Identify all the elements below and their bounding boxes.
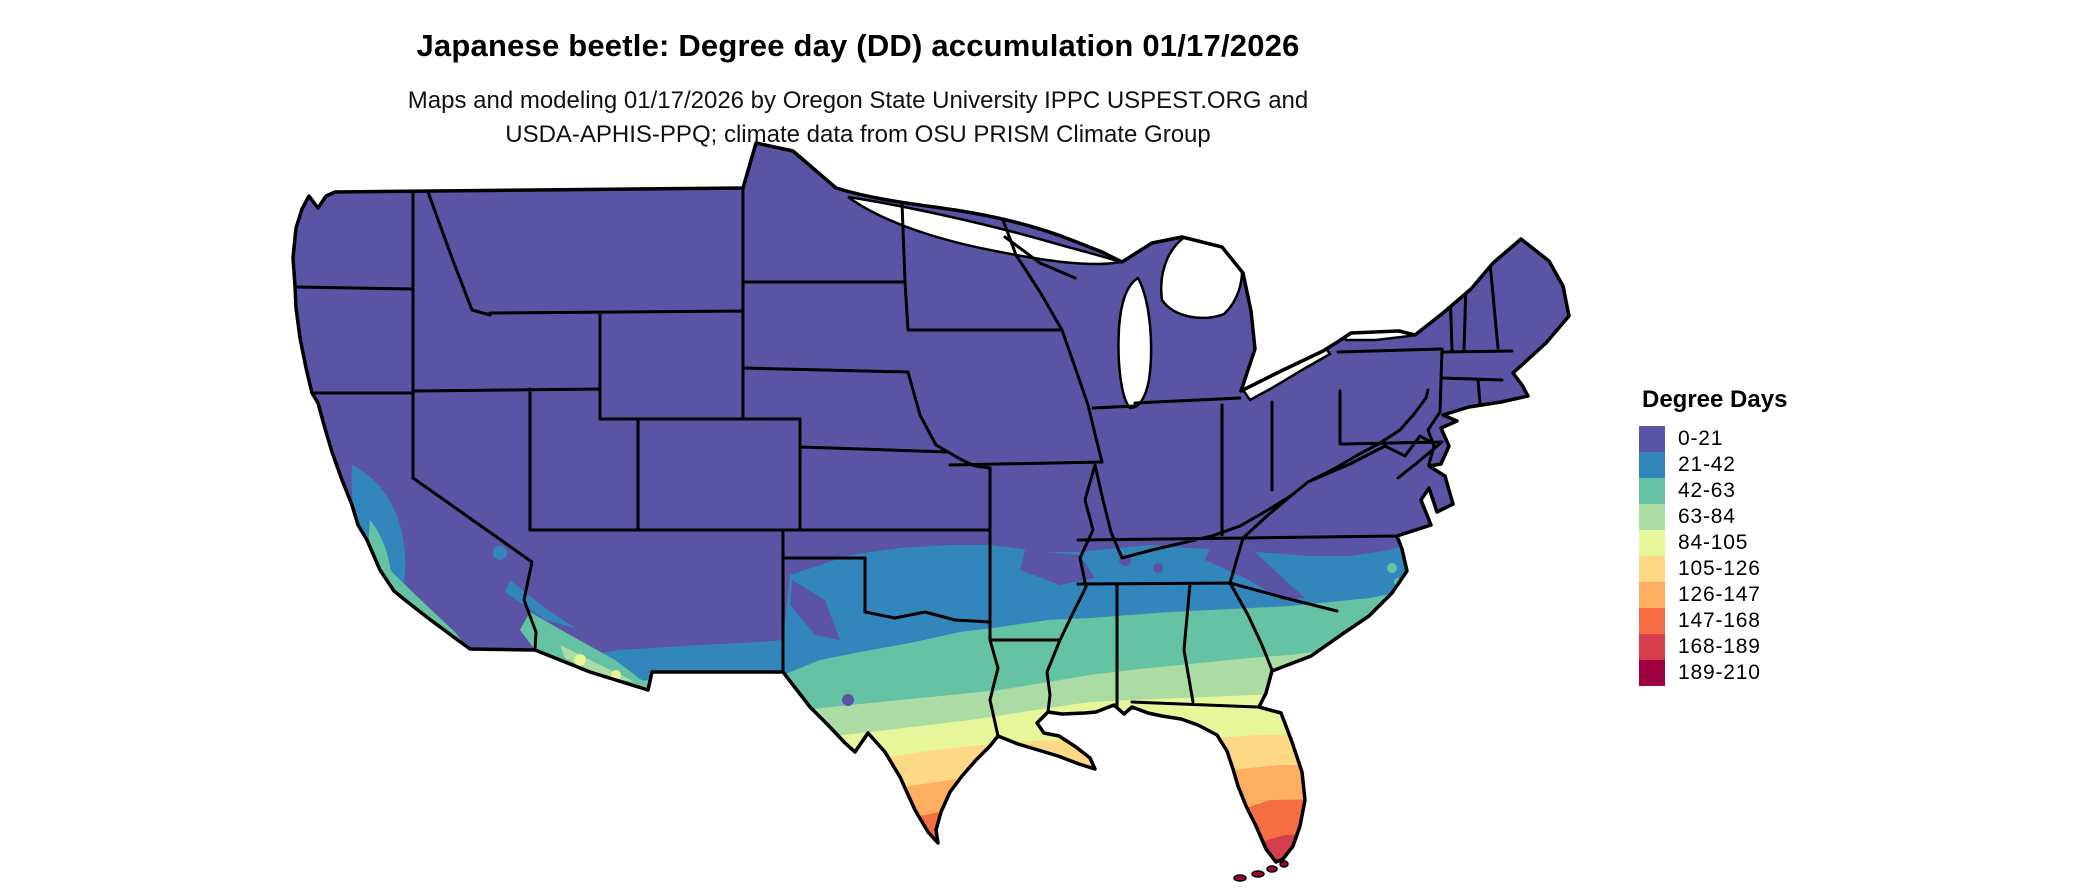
- legend: Degree Days 0-21 21-42 42-63 63-84 84-105 105…: [1639, 386, 1879, 686]
- patch-nc-coast-teal-1: [1387, 563, 1397, 573]
- legend-swatch-42-63: [1639, 478, 1665, 504]
- legend-label: 189-210: [1678, 661, 1761, 684]
- patch-davis-mountains-purple: [842, 694, 854, 706]
- legend-label: 63-84: [1678, 505, 1736, 528]
- patch-arizona-blue-fringe: [505, 580, 575, 628]
- florida-key-3: [1266, 865, 1278, 873]
- florida-keys: [1233, 860, 1289, 882]
- legend-label: 21-42: [1678, 453, 1736, 476]
- subtitle-line-1: Maps and modeling 01/17/2026 by Oregon S…: [407, 87, 1309, 114]
- patch-socal-coast-teal: [376, 560, 467, 648]
- legend-swatch-0-21: [1639, 426, 1665, 452]
- page-title: Japanese beetle: Degree day (DD) accumul…: [416, 28, 1300, 63]
- us-outline: [291, 141, 1571, 864]
- florida-key-1: [1233, 874, 1247, 882]
- patch-socal-gold-dot: [441, 638, 451, 648]
- band-189-210: [293, 855, 1569, 862]
- legend-row: 105-126: [1639, 556, 1879, 582]
- band-168-189: [293, 830, 1569, 862]
- florida-key-2: [1251, 870, 1265, 878]
- patch-ozark-purple: [1020, 550, 1095, 585]
- legend-row: 42-63: [1639, 478, 1879, 504]
- state-borders: [295, 148, 1514, 738]
- legend-row: 84-105: [1639, 530, 1879, 556]
- legend-row: 168-189: [1639, 634, 1879, 660]
- legend-row: 0-21: [1639, 426, 1879, 452]
- legend-label: 0-21: [1678, 427, 1724, 450]
- legend-rows: 0-21 21-42 42-63 63-84 84-105 105-126 126-147 1…: [1639, 426, 1879, 686]
- florida-key-4: [1279, 860, 1289, 868]
- great-lakes: [847, 195, 1413, 410]
- legend-row: 63-84: [1639, 504, 1879, 530]
- map-subtitle: Maps and modeling 01/17/2026 by Oregon S…: [0, 84, 1716, 152]
- legend-title: Degree Days: [1642, 386, 1788, 413]
- patch-arizona-paleyellow-1: [574, 654, 586, 666]
- legend-label: 84-105: [1678, 531, 1749, 554]
- degree-day-raster: [293, 143, 1569, 862]
- legend-label: 168-189: [1678, 635, 1761, 658]
- legend-row: 21-42: [1639, 452, 1879, 478]
- patch-se-new-mexico-blue: [735, 645, 783, 672]
- legend-swatch-21-42: [1639, 452, 1665, 478]
- subtitle-line-2: USDA-APHIS-PPQ; climate data from OSU PR…: [505, 121, 1211, 148]
- legend-swatch-84-105: [1639, 530, 1665, 556]
- legend-row: 189-210: [1639, 660, 1879, 686]
- legend-swatch-105-126: [1639, 556, 1665, 582]
- legend-label: 42-63: [1678, 479, 1736, 502]
- legend-label: 105-126: [1678, 557, 1761, 580]
- patch-west-texas-purple: [790, 580, 840, 640]
- lake-michigan: [1117, 276, 1153, 410]
- legend-swatch-126-147: [1639, 582, 1665, 608]
- legend-label: 147-168: [1678, 609, 1761, 632]
- legend-row: 147-168: [1639, 608, 1879, 634]
- legend-swatch-63-84: [1639, 504, 1665, 530]
- patch-tennessee-purple-2: [1153, 563, 1163, 573]
- legend-label: 126-147: [1678, 583, 1761, 606]
- patch-lake-mead-blue: [493, 546, 507, 560]
- patch-appalachian-purple: [1205, 548, 1305, 600]
- legend-swatch-189-210: [1639, 660, 1665, 686]
- legend-swatch-147-168: [1639, 608, 1665, 634]
- legend-swatch-168-189: [1639, 634, 1665, 660]
- legend-row: 126-147: [1639, 582, 1879, 608]
